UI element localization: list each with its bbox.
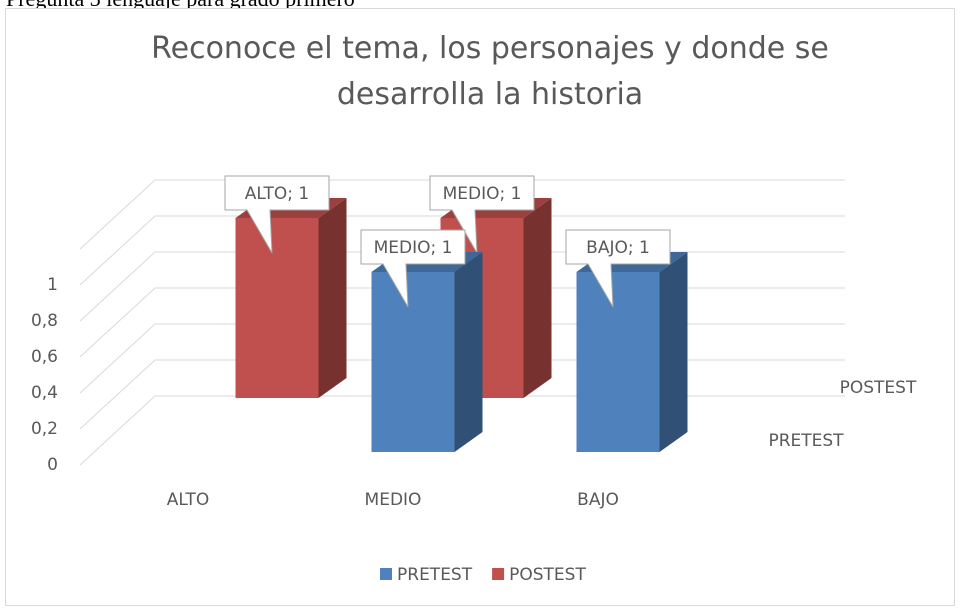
bar-side — [523, 198, 552, 398]
y-tick-label: 0,2 — [31, 419, 58, 439]
x-tick-label: ALTO — [167, 490, 210, 510]
y-tick-label: 1 — [47, 275, 58, 295]
grid-line — [79, 215, 845, 286]
bar-side — [659, 252, 688, 452]
callout — [565, 229, 671, 308]
bar-side — [454, 252, 483, 452]
bar — [235, 198, 347, 398]
depth-label: PRETEST — [768, 431, 844, 451]
chart-title: Reconoce el tema, los personajes y donde… — [151, 31, 829, 112]
grid-line — [79, 179, 845, 250]
data-label: MEDIO; 1 — [443, 184, 522, 204]
y-tick-label: 0,8 — [31, 311, 58, 331]
bar — [371, 252, 483, 452]
y-tick-label: 0,4 — [31, 383, 58, 403]
document-text: Pregunta 3 lenguaje para grado primero — [6, 0, 355, 12]
y-tick-label: 0 — [47, 455, 58, 475]
bar — [576, 252, 688, 452]
callout — [224, 175, 330, 254]
bar-front — [235, 218, 319, 398]
bar-side — [318, 198, 347, 398]
legend-label: POSTEST — [509, 565, 586, 585]
bar-front — [371, 272, 455, 452]
data-label: ALTO; 1 — [245, 184, 309, 204]
legend-swatch — [492, 568, 505, 580]
legend-swatch — [380, 568, 392, 580]
depth-label: POSTEST — [840, 378, 917, 398]
data-label: BAJO; 1 — [586, 238, 650, 258]
legend-label: PRETEST — [397, 565, 473, 585]
y-tick-label: 0,6 — [31, 347, 58, 367]
x-tick-label: MEDIO — [365, 490, 422, 510]
callout — [360, 229, 466, 308]
data-label: MEDIO; 1 — [374, 238, 453, 258]
bar-front — [576, 272, 660, 452]
callout — [429, 175, 535, 254]
x-tick-label: BAJO — [577, 490, 619, 510]
